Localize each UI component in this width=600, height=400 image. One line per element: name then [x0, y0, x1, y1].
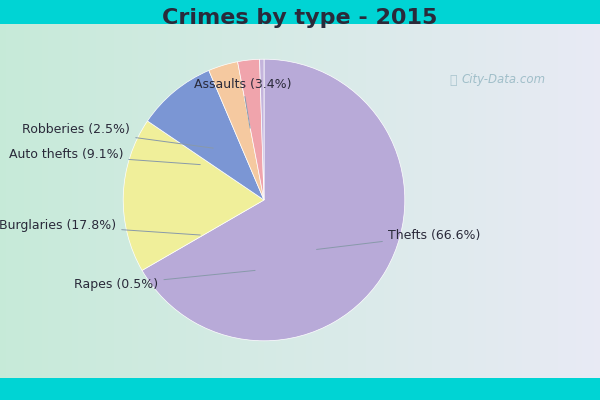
Wedge shape	[209, 62, 264, 200]
Text: Robberies (2.5%): Robberies (2.5%)	[22, 123, 213, 148]
Text: Auto thefts (9.1%): Auto thefts (9.1%)	[9, 148, 200, 165]
Wedge shape	[123, 121, 264, 270]
Text: ⓘ: ⓘ	[449, 74, 457, 86]
Wedge shape	[260, 59, 264, 200]
Wedge shape	[238, 59, 264, 200]
Text: Assaults (3.4%): Assaults (3.4%)	[194, 78, 292, 128]
Text: Rapes (0.5%): Rapes (0.5%)	[74, 270, 255, 291]
Text: Burglaries (17.8%): Burglaries (17.8%)	[0, 219, 200, 235]
Wedge shape	[142, 59, 405, 341]
Text: Crimes by type - 2015: Crimes by type - 2015	[163, 8, 437, 28]
Text: Thefts (66.6%): Thefts (66.6%)	[317, 229, 480, 250]
Wedge shape	[148, 70, 264, 200]
Text: City-Data.com: City-Data.com	[462, 74, 546, 86]
